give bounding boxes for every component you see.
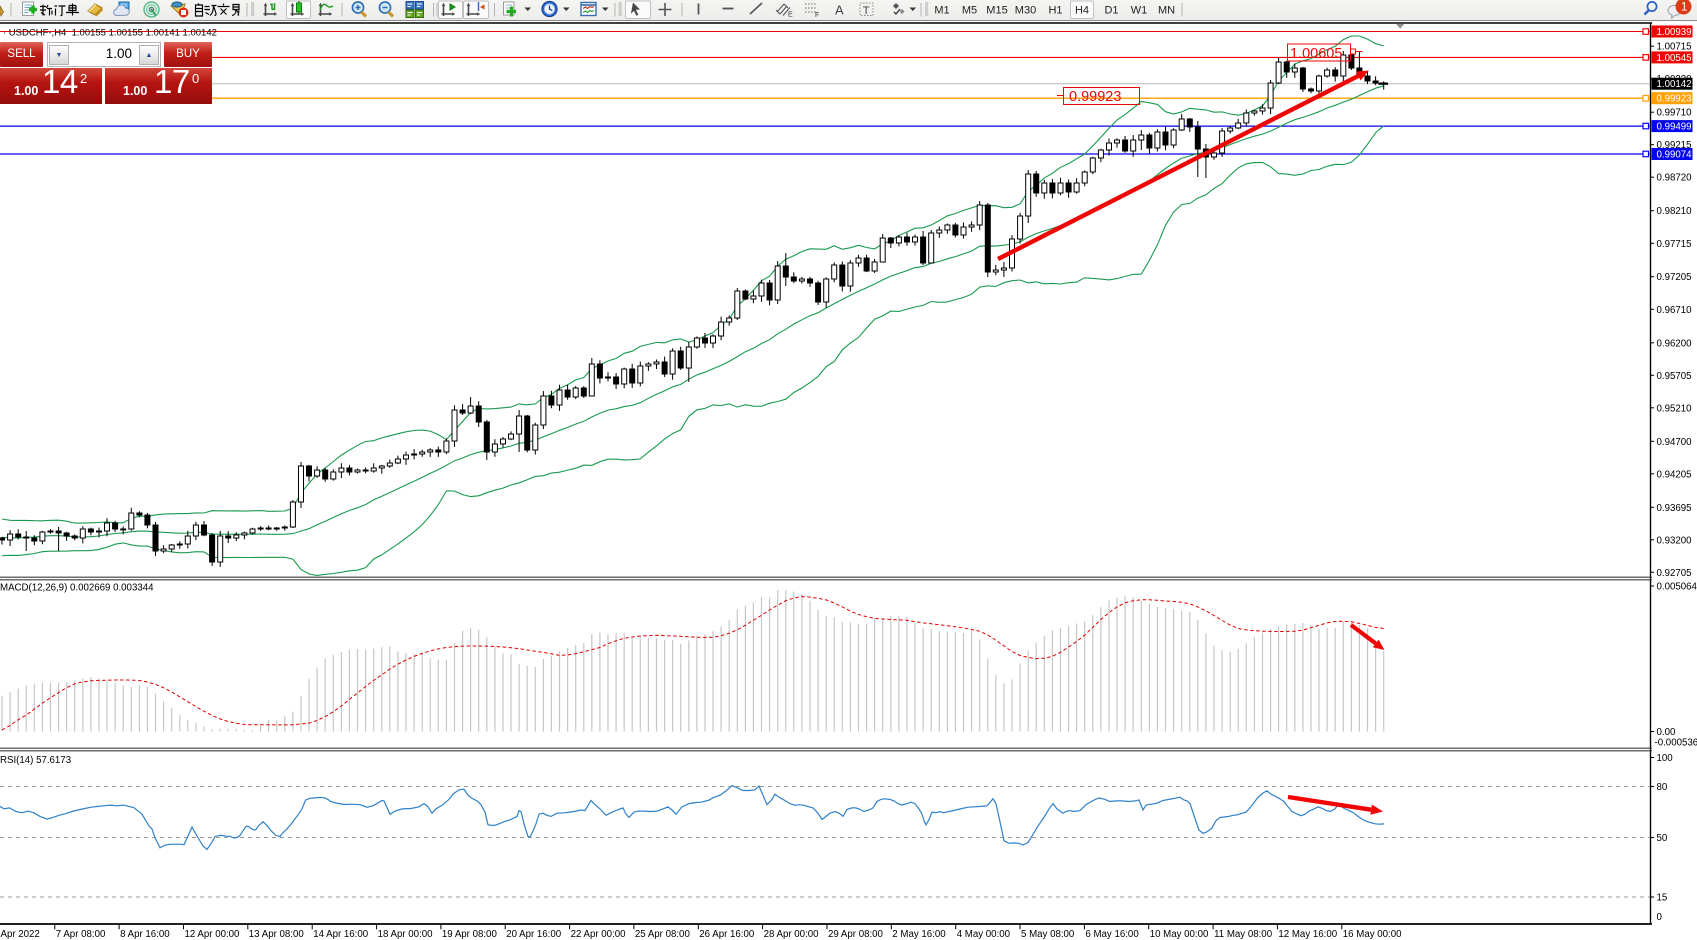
- svg-text:A: A: [835, 3, 844, 18]
- svg-text:14 Apr 16:00: 14 Apr 16:00: [313, 929, 369, 940]
- svg-text:1.00545: 1.00545: [1657, 53, 1692, 64]
- svg-text:7 Apr 08:00: 7 Apr 08:00: [56, 929, 106, 940]
- svg-text:13 Apr 08:00: 13 Apr 08:00: [249, 929, 305, 940]
- svg-text:0.99074: 0.99074: [1657, 150, 1693, 161]
- svg-text:M30: M30: [1015, 5, 1036, 17]
- svg-text:18 Apr 00:00: 18 Apr 00:00: [378, 929, 434, 940]
- svg-text:E: E: [788, 12, 793, 19]
- svg-text:50: 50: [1657, 833, 1668, 844]
- svg-text:26 Apr 16:00: 26 Apr 16:00: [699, 929, 755, 940]
- svg-text:28 Apr 00:00: 28 Apr 00:00: [764, 929, 820, 940]
- svg-text:4 May 00:00: 4 May 00:00: [957, 929, 1011, 940]
- svg-text:0.94205: 0.94205: [1657, 469, 1692, 480]
- svg-text:0.005064: 0.005064: [1657, 582, 1697, 593]
- svg-text:0.92705: 0.92705: [1657, 568, 1692, 579]
- svg-text:2 May 16:00: 2 May 16:00: [892, 929, 946, 940]
- svg-text:1: 1: [1681, 2, 1687, 14]
- svg-text:0.99923: 0.99923: [1069, 89, 1121, 105]
- svg-text:1.00142: 1.00142: [1657, 79, 1692, 90]
- svg-text:1.00605: 1.00605: [1290, 46, 1342, 62]
- svg-text:0.99499: 0.99499: [1657, 122, 1692, 133]
- svg-text:5 May 08:00: 5 May 08:00: [1021, 929, 1075, 940]
- svg-text:T: T: [863, 5, 870, 17]
- svg-text:0.99923: 0.99923: [1657, 94, 1692, 105]
- svg-text:10 May 00:00: 10 May 00:00: [1150, 929, 1209, 940]
- svg-text:80: 80: [1657, 782, 1668, 793]
- svg-text:29 Apr 08:00: 29 Apr 08:00: [828, 929, 884, 940]
- svg-text:11 May 08:00: 11 May 08:00: [1214, 929, 1273, 940]
- svg-text:0.95210: 0.95210: [1657, 403, 1693, 414]
- svg-text:F: F: [815, 12, 819, 19]
- svg-text:0: 0: [1657, 912, 1663, 923]
- svg-text:MACD(12,26,9) 0.002669 0.00334: MACD(12,26,9) 0.002669 0.003344: [0, 583, 154, 594]
- svg-text:12 Apr 00:00: 12 Apr 00:00: [185, 929, 241, 940]
- svg-text:0.99215: 0.99215: [1657, 140, 1692, 151]
- svg-text:1.00939: 1.00939: [1657, 27, 1692, 38]
- svg-text:0.95705: 0.95705: [1657, 371, 1692, 382]
- svg-text:25 Apr 08:00: 25 Apr 08:00: [635, 929, 691, 940]
- svg-text:16 May 00:00: 16 May 00:00: [1343, 929, 1402, 940]
- svg-text:22 Apr 00:00: 22 Apr 00:00: [571, 929, 627, 940]
- svg-text:20 Apr 16:00: 20 Apr 16:00: [506, 929, 562, 940]
- svg-text:0.97205: 0.97205: [1657, 272, 1692, 283]
- svg-text:D1: D1: [1104, 5, 1118, 17]
- svg-text:0.96710: 0.96710: [1657, 305, 1693, 316]
- svg-text:RSI(14) 57.6173: RSI(14) 57.6173: [0, 755, 71, 766]
- svg-text:0.98210: 0.98210: [1657, 206, 1693, 217]
- svg-text:H4: H4: [1075, 5, 1089, 17]
- svg-text:0.93695: 0.93695: [1657, 503, 1692, 514]
- svg-text:19 Apr 08:00: 19 Apr 08:00: [442, 929, 498, 940]
- svg-text:· USDCHF-,H4 1.00155 1.00155: · USDCHF-,H4 1.00155 1.00155 1.00141 1.0…: [3, 28, 217, 39]
- svg-text:W1: W1: [1131, 5, 1148, 17]
- svg-text:1.00715: 1.00715: [1657, 42, 1692, 53]
- svg-text:0.97715: 0.97715: [1657, 239, 1692, 250]
- svg-text:0.96200: 0.96200: [1657, 338, 1693, 349]
- svg-text:100: 100: [1657, 753, 1674, 764]
- svg-text:M1: M1: [934, 5, 949, 17]
- svg-text:0.99710: 0.99710: [1657, 108, 1693, 119]
- svg-text:M5: M5: [962, 5, 977, 17]
- svg-text:0.98720: 0.98720: [1657, 173, 1693, 184]
- svg-text:Apr 2022: Apr 2022: [1, 929, 40, 940]
- svg-text:15: 15: [1657, 893, 1668, 904]
- svg-text:-0.000536: -0.000536: [1655, 738, 1697, 749]
- svg-text:MN: MN: [1158, 5, 1175, 17]
- svg-text:0.94700: 0.94700: [1657, 437, 1693, 448]
- svg-text:H1: H1: [1048, 5, 1062, 17]
- svg-text:0.00: 0.00: [1657, 727, 1676, 738]
- svg-text:M15: M15: [986, 5, 1007, 17]
- svg-text:6 May 16:00: 6 May 16:00: [1085, 929, 1139, 940]
- svg-text:12 May 16:00: 12 May 16:00: [1278, 929, 1337, 940]
- svg-text:0.93200: 0.93200: [1657, 535, 1693, 546]
- svg-text:8 Apr 16:00: 8 Apr 16:00: [120, 929, 170, 940]
